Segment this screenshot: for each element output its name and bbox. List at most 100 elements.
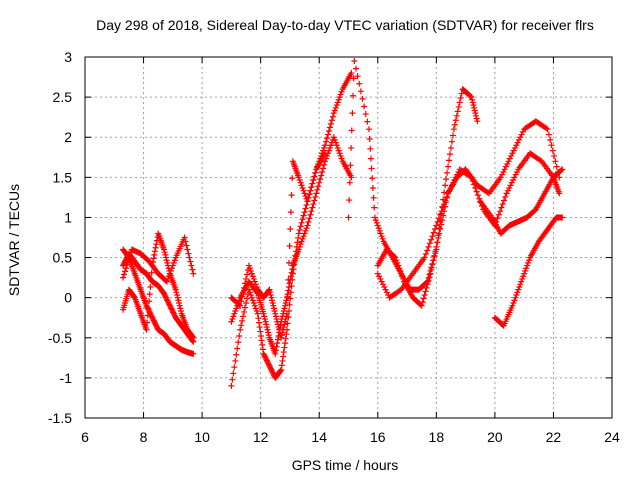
data-point bbox=[348, 70, 355, 77]
data-point bbox=[504, 160, 511, 167]
data-point bbox=[239, 317, 246, 324]
data-point bbox=[150, 255, 157, 262]
data-point bbox=[497, 208, 504, 215]
data-point bbox=[289, 175, 296, 182]
data-point bbox=[394, 259, 401, 266]
data-point bbox=[241, 308, 248, 315]
data-point bbox=[299, 185, 306, 192]
data-point bbox=[368, 165, 375, 172]
data-point bbox=[470, 102, 477, 109]
data-point bbox=[312, 169, 319, 176]
data-point bbox=[296, 177, 303, 184]
data-point bbox=[163, 278, 170, 285]
data-point bbox=[283, 331, 290, 338]
data-point bbox=[330, 110, 337, 117]
data-point bbox=[288, 269, 295, 276]
data-point bbox=[295, 246, 302, 253]
data-point bbox=[337, 152, 344, 159]
data-point bbox=[237, 326, 244, 333]
data-point bbox=[367, 155, 374, 162]
data-point bbox=[244, 271, 251, 278]
data-point bbox=[267, 365, 274, 372]
data-point bbox=[507, 182, 514, 189]
data-point bbox=[508, 152, 515, 159]
data-point bbox=[282, 335, 289, 342]
series-track-d bbox=[120, 234, 197, 285]
data-point bbox=[377, 275, 384, 282]
data-point bbox=[162, 251, 169, 258]
data-point bbox=[517, 281, 524, 288]
data-point bbox=[378, 233, 385, 240]
data-point bbox=[430, 229, 437, 236]
data-point bbox=[441, 201, 448, 208]
data-point bbox=[425, 243, 432, 250]
data-point bbox=[245, 262, 252, 269]
data-point bbox=[307, 187, 314, 194]
data-point bbox=[165, 300, 172, 307]
data-point bbox=[228, 318, 235, 325]
data-point bbox=[307, 211, 314, 218]
axis-ticks bbox=[84, 56, 613, 419]
data-point bbox=[237, 302, 244, 309]
data-point bbox=[228, 382, 235, 389]
data-point bbox=[476, 195, 483, 202]
data-point bbox=[317, 176, 324, 183]
data-point bbox=[238, 322, 245, 329]
y-tick-label: -0.5 bbox=[48, 330, 72, 346]
data-point bbox=[369, 175, 376, 182]
data-point bbox=[267, 364, 274, 371]
y-axis-label: SDTVAR / TECUs bbox=[6, 184, 22, 296]
data-point bbox=[288, 192, 295, 199]
data-point bbox=[331, 107, 338, 114]
data-point bbox=[445, 190, 452, 197]
data-point bbox=[335, 96, 342, 103]
data-point bbox=[302, 227, 309, 234]
x-axis-label: GPS time / hours bbox=[292, 457, 399, 473]
x-tick-label: 14 bbox=[311, 429, 327, 445]
data-point bbox=[395, 262, 402, 269]
data-point bbox=[519, 128, 526, 135]
data-point bbox=[501, 166, 508, 173]
data-point bbox=[248, 270, 255, 277]
data-point bbox=[511, 174, 518, 181]
data-point bbox=[161, 290, 168, 297]
data-point bbox=[444, 169, 451, 176]
data-point bbox=[431, 252, 438, 259]
data-point bbox=[522, 267, 529, 274]
data-point bbox=[272, 347, 279, 354]
data-point bbox=[263, 324, 270, 331]
data-point bbox=[170, 309, 177, 316]
data-point bbox=[357, 88, 364, 95]
data-point bbox=[308, 208, 315, 215]
data-point bbox=[517, 134, 524, 141]
data-point bbox=[297, 241, 304, 248]
data-point bbox=[242, 280, 249, 287]
data-point bbox=[122, 268, 129, 275]
data-point bbox=[549, 147, 556, 154]
data-point bbox=[439, 204, 446, 211]
data-point bbox=[377, 230, 384, 237]
data-point bbox=[473, 188, 480, 195]
data-point bbox=[168, 265, 175, 272]
data-point bbox=[250, 300, 257, 307]
data-point bbox=[349, 110, 356, 117]
data-point bbox=[300, 233, 307, 240]
data-point bbox=[284, 310, 291, 317]
x-tick-label: 8 bbox=[140, 429, 148, 445]
data-point bbox=[229, 376, 236, 383]
data-point bbox=[348, 174, 355, 181]
data-point bbox=[453, 112, 460, 119]
data-point bbox=[284, 293, 291, 300]
data-point bbox=[332, 104, 339, 111]
data-point bbox=[467, 173, 474, 180]
data-point bbox=[502, 193, 509, 200]
data-point bbox=[295, 234, 302, 241]
data-point bbox=[166, 270, 173, 277]
data-point bbox=[185, 250, 192, 257]
data-point bbox=[298, 238, 305, 245]
data-point bbox=[330, 134, 337, 141]
data-point bbox=[315, 183, 322, 190]
data-point bbox=[506, 185, 513, 192]
data-point bbox=[369, 185, 376, 192]
